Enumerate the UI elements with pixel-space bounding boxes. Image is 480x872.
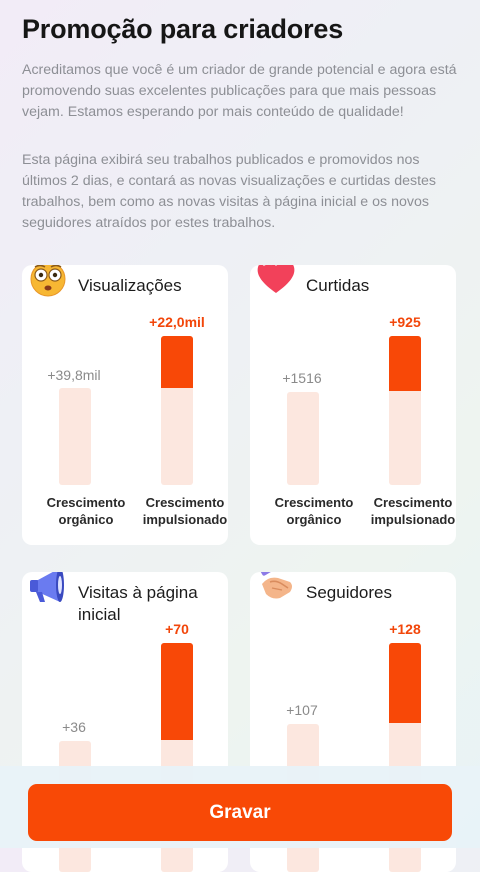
profile-visits-card-title: Visitas à página inicial bbox=[78, 583, 198, 624]
views-card: Visualizações +39,8mil +22,0mil Crescime… bbox=[22, 265, 228, 545]
handshake-icon bbox=[259, 572, 292, 599]
likes-organic-bar bbox=[287, 392, 319, 485]
likes-organic-label: Crescimento orgânico bbox=[274, 495, 354, 527]
views-boosted-label: Crescimento impulsionado bbox=[142, 495, 228, 527]
likes-boosted-label: Crescimento impulsionado bbox=[370, 495, 456, 527]
followers-boosted-bar-fill bbox=[389, 643, 421, 723]
views-organic-label: Crescimento orgânico bbox=[46, 495, 126, 527]
followers-organic-value: +107 bbox=[286, 702, 318, 718]
profile-visits-boosted-bar-fill bbox=[161, 643, 193, 740]
page-title: Promoção para criadores bbox=[22, 14, 344, 44]
followers-boosted-value: +128 bbox=[389, 621, 421, 637]
likes-card: Curtidas +1516 +925 Crescimento orgânico … bbox=[250, 265, 456, 545]
views-organic-bar bbox=[59, 388, 91, 485]
surprised-face-icon bbox=[30, 265, 66, 297]
likes-boosted-bar-fill bbox=[389, 336, 421, 391]
description-text: Esta página exibirá seu trabalhos public… bbox=[22, 152, 437, 231]
views-organic-value: +39,8mil bbox=[47, 367, 101, 383]
followers-card-title: Seguidores bbox=[306, 583, 393, 602]
views-boosted-value: +22,0mil bbox=[149, 314, 205, 330]
intro-text: Acreditamos que você é um criador de gra… bbox=[22, 62, 457, 120]
views-boosted-bar-fill bbox=[161, 336, 193, 388]
profile-visits-organic-value: +36 bbox=[62, 719, 86, 735]
likes-boosted-value: +925 bbox=[389, 314, 421, 330]
profile-visits-boosted-value: +70 bbox=[165, 621, 189, 637]
record-button[interactable]: Gravar bbox=[28, 784, 452, 841]
likes-card-title: Curtidas bbox=[306, 276, 370, 295]
views-card-title: Visualizações bbox=[78, 276, 182, 295]
megaphone-icon bbox=[30, 572, 64, 602]
likes-organic-value: +1516 bbox=[282, 370, 322, 386]
heart-icon bbox=[257, 265, 295, 293]
